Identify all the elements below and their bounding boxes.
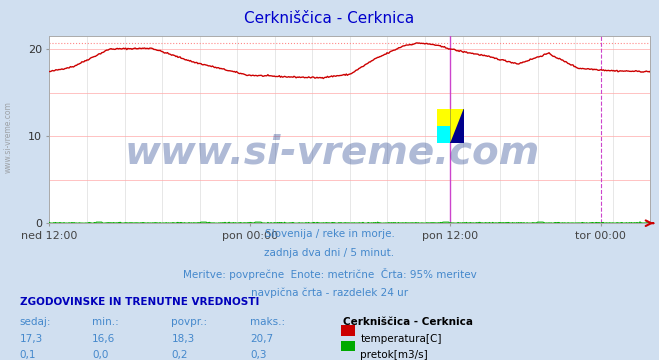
Bar [437,109,450,126]
Bar [450,109,463,143]
Text: maks.:: maks.: [250,317,285,327]
Text: povpr.:: povpr.: [171,317,208,327]
Text: 17,3: 17,3 [20,334,43,344]
Text: navpična črta - razdelek 24 ur: navpična črta - razdelek 24 ur [251,288,408,298]
Text: Cerkniščica - Cerknica: Cerkniščica - Cerknica [343,317,473,327]
Text: 20,7: 20,7 [250,334,273,344]
Text: 0,2: 0,2 [171,350,188,360]
Text: zadnja dva dni / 5 minut.: zadnja dva dni / 5 minut. [264,248,395,258]
Text: 0,1: 0,1 [20,350,36,360]
Text: 18,3: 18,3 [171,334,194,344]
Text: ZGODOVINSKE IN TRENUTNE VREDNOSTI: ZGODOVINSKE IN TRENUTNE VREDNOSTI [20,297,259,307]
Text: sedaj:: sedaj: [20,317,51,327]
Text: min.:: min.: [92,317,119,327]
Text: Meritve: povprečne  Enote: metrične  Črta: 95% meritev: Meritve: povprečne Enote: metrične Črta:… [183,268,476,280]
Text: Slovenija / reke in morje.: Slovenija / reke in morje. [264,229,395,239]
Text: www.si-vreme.com: www.si-vreme.com [3,101,13,173]
Text: 0,3: 0,3 [250,350,267,360]
Text: 16,6: 16,6 [92,334,115,344]
Text: Cerkniščica - Cerknica: Cerkniščica - Cerknica [244,11,415,26]
Text: pretok[m3/s]: pretok[m3/s] [360,350,428,360]
Text: 0,0: 0,0 [92,350,109,360]
Polygon shape [450,109,463,143]
Text: temperatura[C]: temperatura[C] [360,334,442,344]
Bar [437,126,450,143]
Text: www.si-vreme.com: www.si-vreme.com [125,133,540,171]
